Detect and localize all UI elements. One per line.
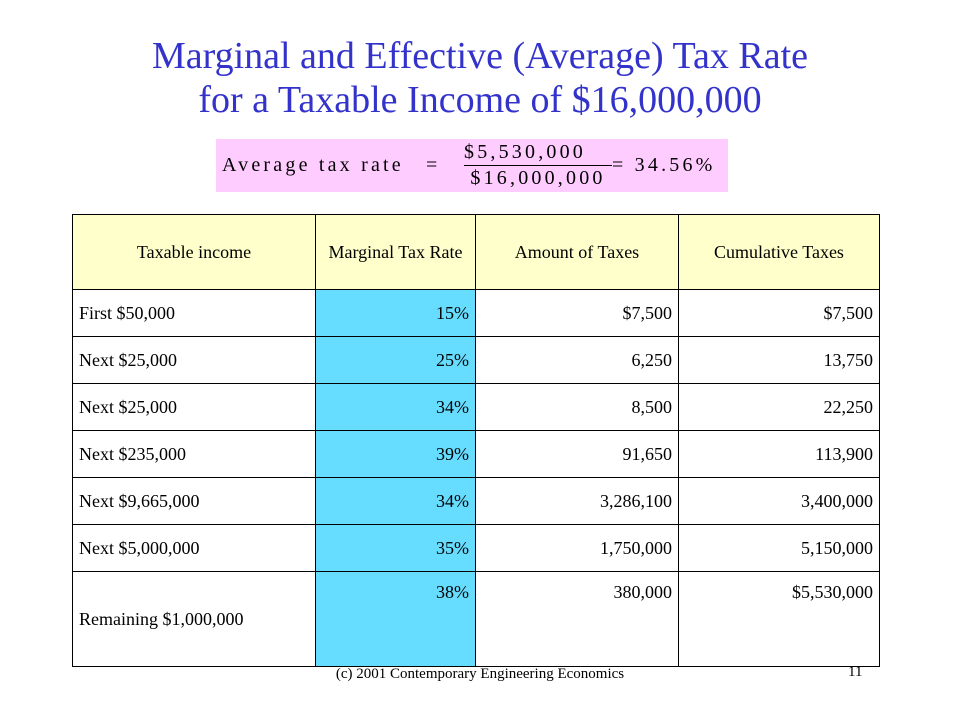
cell-cumulative-taxes: 13,750 (678, 336, 880, 384)
cell-amount-of-taxes: 1,750,000 (475, 524, 679, 572)
cell-marginal-rate: 38% (315, 571, 476, 667)
table-row: First $50,000 15% $7,500 $7,500 (72, 289, 880, 337)
cell-marginal-rate: 25% (315, 336, 476, 384)
cell-cumulative-taxes: 5,150,000 (678, 524, 880, 572)
title-line-2: for a Taxable Income of $16,000,000 (198, 79, 762, 121)
table-row: Next $9,665,000 34% 3,286,100 3,400,000 (72, 477, 880, 525)
page-number: 11 (848, 664, 863, 680)
cell-taxable-income: Next $25,000 (72, 383, 316, 431)
table-header-row: Taxable income Marginal Tax Rate Amount … (72, 214, 880, 290)
cell-amount-of-taxes: 6,250 (475, 336, 679, 384)
header-cumulative-taxes: Cumulative Taxes (678, 214, 880, 290)
cell-cumulative-taxes: $5,530,000 (678, 571, 880, 667)
fraction-bar (464, 165, 612, 166)
cell-taxable-income: Next $5,000,000 (72, 524, 316, 572)
cell-amount-of-taxes: 91,650 (475, 430, 679, 478)
title-line-1: Marginal and Effective (Average) Tax Rat… (151, 35, 809, 77)
cell-cumulative-taxes: 22,250 (678, 383, 880, 431)
cell-taxable-income: Next $9,665,000 (72, 477, 316, 525)
formula-fraction: $5,530,000 $16,000,000 (460, 141, 612, 189)
table-row: Next $235,000 39% 91,650 113,900 (72, 430, 880, 478)
header-taxable-income: Taxable income (72, 214, 316, 290)
formula-label: Average tax rate (222, 154, 404, 176)
cell-taxable-income: First $50,000 (72, 289, 316, 337)
table-row: Next $25,000 25% 6,250 13,750 (72, 336, 880, 384)
formula-equals: = (426, 154, 441, 176)
cell-taxable-income: Next $235,000 (72, 430, 316, 478)
cell-amount-of-taxes: 8,500 (475, 383, 679, 431)
average-tax-rate-formula: Average tax rate = $5,530,000 $16,000,00… (216, 139, 728, 192)
cell-marginal-rate: 34% (315, 477, 476, 525)
cell-amount-of-taxes: $7,500 (475, 289, 679, 337)
cell-marginal-rate: 39% (315, 430, 476, 478)
footer-copyright: (c) 2001 Contemporary Engineering Econom… (335, 666, 625, 682)
header-amount-of-taxes: Amount of Taxes (475, 214, 679, 290)
table-row: Remaining $1,000,000 38% 380,000 $5,530,… (72, 571, 880, 667)
cell-amount-of-taxes: 3,286,100 (475, 477, 679, 525)
cell-cumulative-taxes: 3,400,000 (678, 477, 880, 525)
formula-numerator: $5,530,000 (464, 141, 586, 163)
table-row: Next $25,000 34% 8,500 22,250 (72, 383, 880, 431)
header-marginal-rate: Marginal Tax Rate (315, 214, 476, 290)
cell-marginal-rate: 34% (315, 383, 476, 431)
cell-taxable-income: Next $25,000 (72, 336, 316, 384)
cell-marginal-rate: 35% (315, 524, 476, 572)
cell-amount-of-taxes: 380,000 (475, 571, 679, 667)
cell-marginal-rate: 15% (315, 289, 476, 337)
tax-table: Taxable income Marginal Tax Rate Amount … (72, 214, 880, 667)
formula-result: = 34.56% (612, 154, 716, 176)
cell-cumulative-taxes: 113,900 (678, 430, 880, 478)
cell-taxable-income: Remaining $1,000,000 (72, 571, 316, 667)
cell-cumulative-taxes: $7,500 (678, 289, 880, 337)
slide-title: Marginal and Effective (Average) Tax Rat… (0, 34, 960, 122)
formula-denominator: $16,000,000 (470, 167, 606, 189)
table-row: Next $5,000,000 35% 1,750,000 5,150,000 (72, 524, 880, 572)
